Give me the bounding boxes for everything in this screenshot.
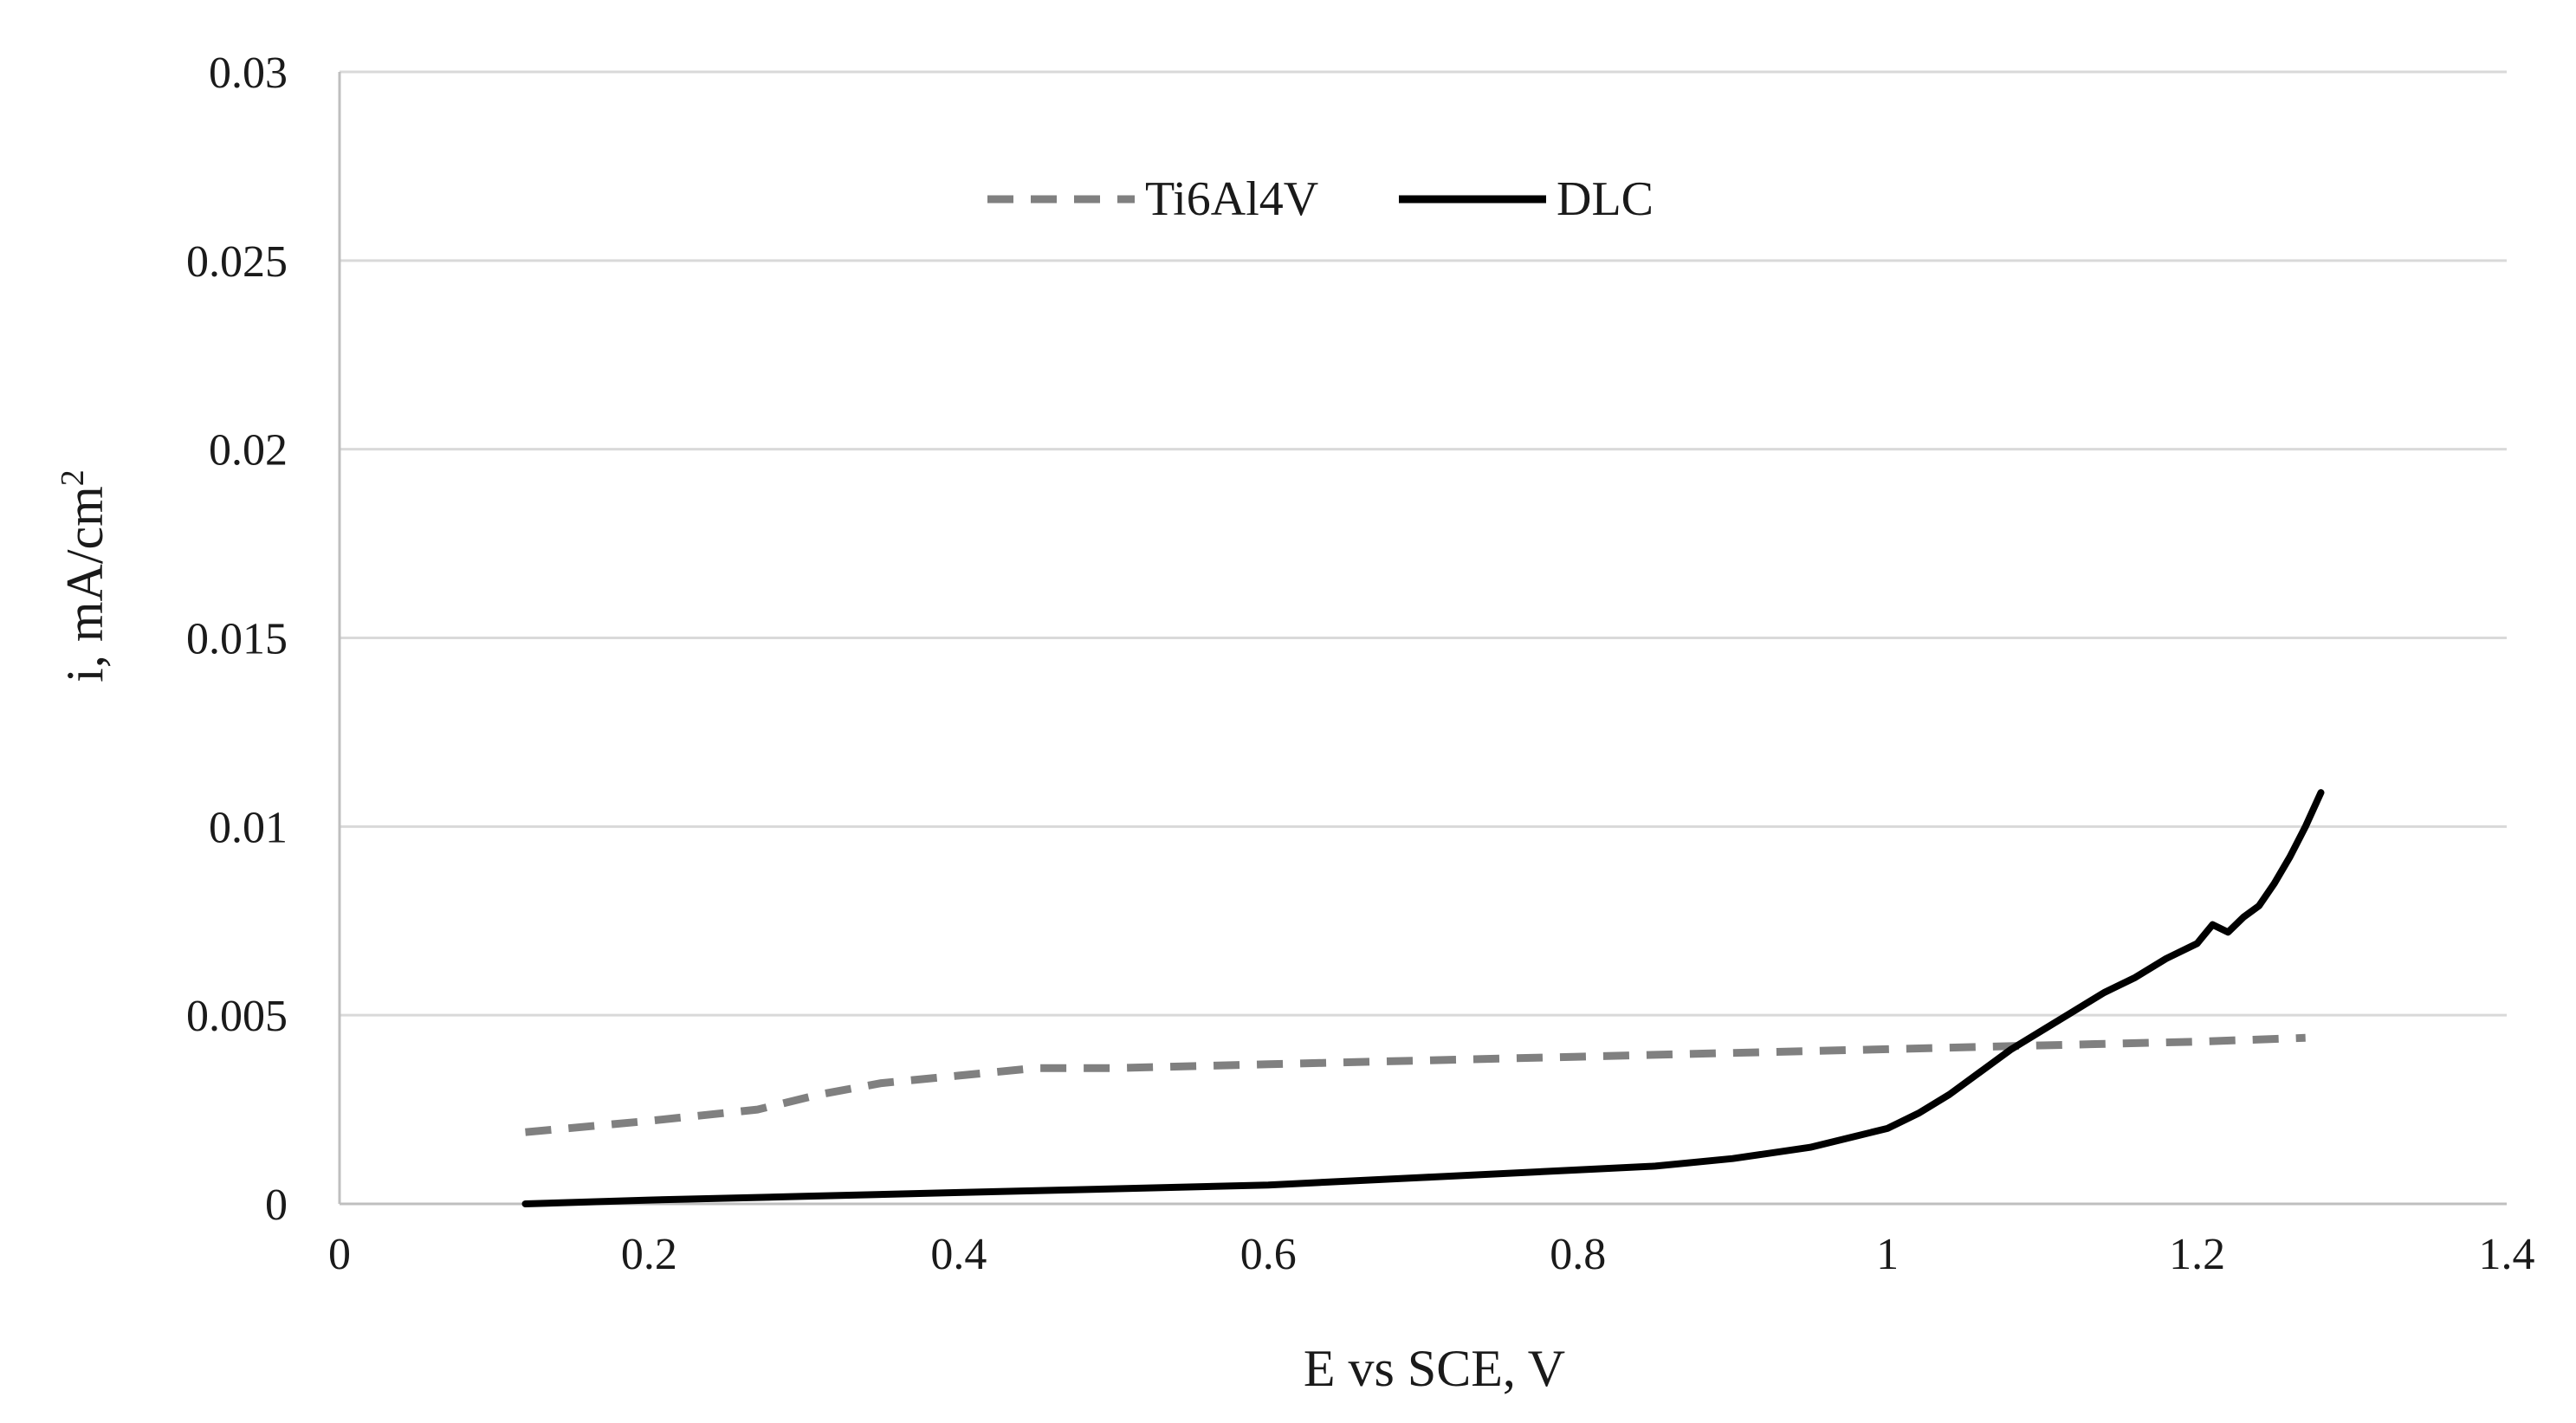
y-tick-label: 0.025 [186,237,288,287]
legend-label-ti6al4v: Ti6Al4V [1145,172,1318,226]
grid [340,72,2507,1015]
legend-label-dlc: DLC [1557,172,1654,226]
y-tick-label: 0.03 [209,49,288,98]
y-axis-title-main: i, mA/cm [56,486,113,682]
y-tick-label: 0.01 [209,803,288,852]
x-tick-label: 0.2 [621,1230,677,1279]
y-tick-labels: 0 0.005 0.01 0.015 0.02 0.025 0.03 [186,49,288,1230]
x-tick-label: 1 [1876,1230,1899,1279]
x-tick-label: 0.8 [1550,1230,1606,1279]
x-tick-label: 0 [328,1230,351,1279]
legend: Ti6Al4V DLC [987,172,1654,226]
y-axis-title-superscript: 2 [55,469,91,486]
x-tick-labels: 0 0.2 0.4 0.6 0.8 1 1.2 1.4 [328,1230,2535,1279]
y-tick-label: 0.015 [186,615,288,664]
series-line-ti6al4v [526,1038,2306,1132]
x-axis-title: E vs SCE, V [1304,1340,1565,1397]
x-tick-label: 0.4 [930,1230,987,1279]
series-line-dlc [526,792,2321,1204]
chart: 0 0.2 0.4 0.6 0.8 1 1.2 1.4 0 0.005 0.01 0.015 0.02… [0,0,2576,1423]
x-tick-label: 1.4 [2479,1230,2535,1279]
x-tick-label: 1.2 [2169,1230,2225,1279]
x-tick-label: 0.6 [1240,1230,1297,1279]
series-lines [526,792,2321,1204]
y-tick-label: 0 [265,1180,288,1230]
y-tick-label: 0.005 [186,992,288,1041]
y-tick-label: 0.02 [209,426,288,475]
y-axis-title: i, mA/cm2 [55,469,113,682]
